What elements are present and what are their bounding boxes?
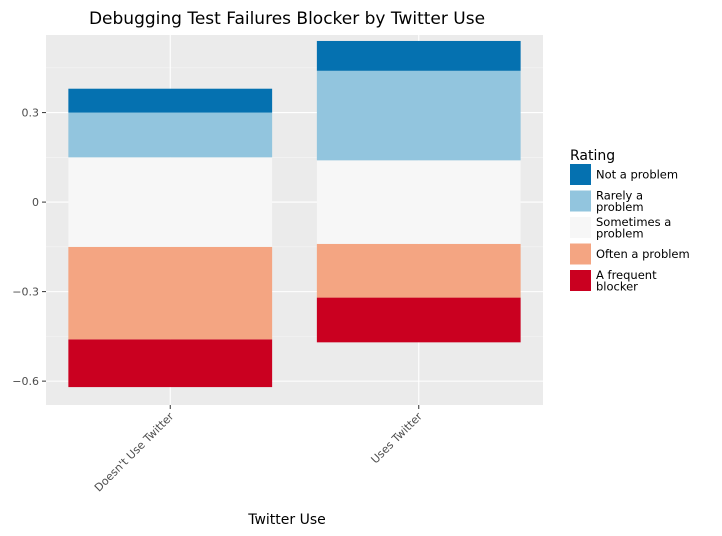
bar-segment-frequent [68, 339, 273, 388]
legend-label: blocker [596, 279, 638, 293]
x-tick-label: Doesn't Use Twitter [92, 410, 177, 495]
x-tick-label: Uses Twitter [369, 410, 426, 467]
bar-segment-not [68, 88, 273, 113]
bar-segment-often [316, 243, 521, 298]
legend-swatch [570, 190, 591, 212]
x-axis: Doesn't Use Twitter Uses Twitter [92, 405, 425, 494]
legend-label: Not a problem [596, 168, 678, 182]
legend-label: Often a problem [596, 247, 690, 261]
y-tick-label: 0 [32, 196, 39, 209]
legend-label: Sometimes a [596, 215, 671, 229]
bar-segment-frequent [316, 297, 521, 343]
bar-segment-sometimes [316, 160, 521, 244]
legend-swatch [570, 243, 591, 265]
y-axis: 0.3 0 −0.3 −0.6 [12, 107, 46, 388]
y-tick-label: −0.6 [12, 375, 39, 388]
bar-segment-not [316, 40, 521, 71]
y-tick-label: −0.3 [12, 286, 39, 299]
legend-swatch [570, 217, 591, 238]
x-axis-title: Twitter Use [247, 512, 326, 528]
legend-label: A frequent [596, 268, 657, 282]
chart-title: Debugging Test Failures Blocker by Twitt… [89, 9, 485, 29]
legend-item-often: Often a problem [570, 243, 690, 265]
y-tick-label: 0.3 [22, 107, 40, 120]
legend-swatch [570, 270, 591, 291]
bar-segment-rarely [316, 70, 521, 161]
legend-label: Rarely a [596, 188, 643, 202]
legend-title: Rating [570, 148, 615, 164]
bar-segment-rarely [68, 112, 273, 158]
legend-label: problem [596, 226, 644, 240]
legend-item-not: Not a problem [570, 164, 678, 185]
legend-label: problem [596, 200, 644, 214]
bar-segment-often [68, 246, 273, 340]
legend-swatch [570, 164, 591, 185]
bars [68, 40, 521, 388]
bar-segment-sometimes [68, 157, 273, 247]
